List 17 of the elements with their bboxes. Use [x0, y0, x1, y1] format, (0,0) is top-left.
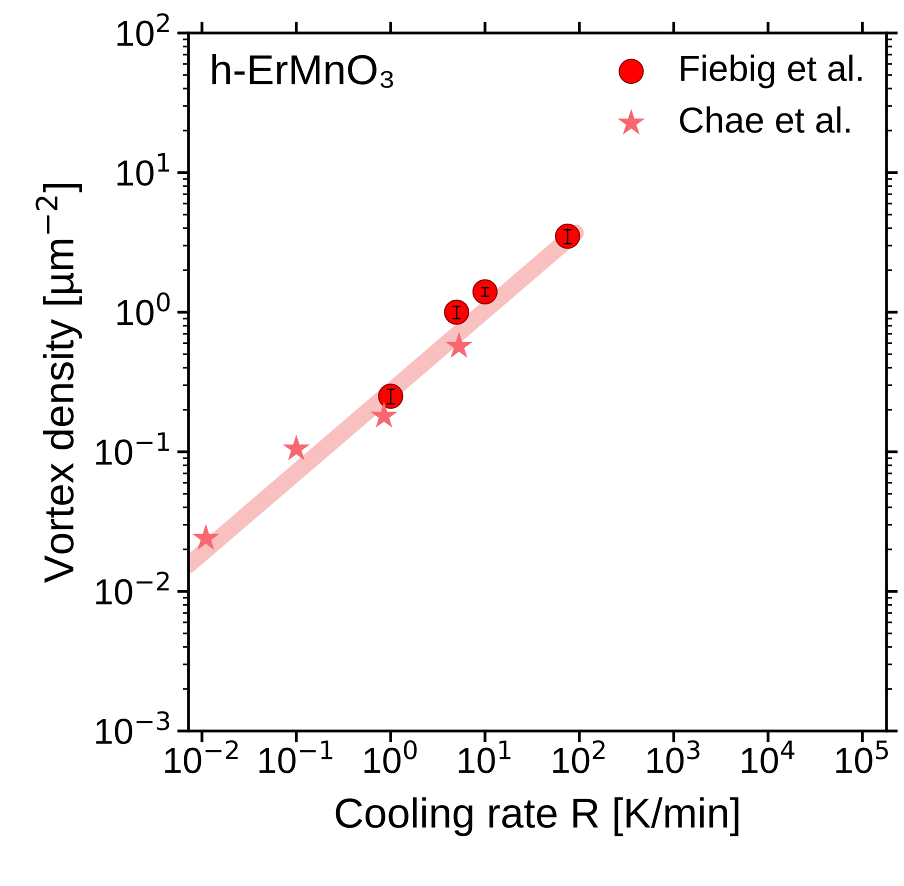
x-tick-label: 10$^{−1}$ — [260, 740, 332, 774]
x-tick-label: 10$^{5}$ — [836, 740, 888, 774]
y-axis-title: Vortex density [µm$^{−2}$] — [36, 184, 82, 583]
y-tick-label: 10$^{−1}$ — [96, 432, 169, 465]
x-tick-label: 10$^{3}$ — [648, 740, 700, 774]
x-axis-title: Cooling rate R [K/min] — [336, 797, 738, 836]
y-tick-label: 10$^{0}$ — [118, 292, 170, 326]
y-tick-label: 10$^{−2}$ — [96, 572, 169, 605]
x-tick-label: 10$^{4}$ — [742, 740, 794, 774]
annotation: h-ErMnO₃ — [212, 54, 394, 88]
x-tick-label: 10$^{0}$ — [364, 740, 417, 774]
y-tick-label: 10$^{2}$ — [118, 13, 169, 46]
legend-label: Fiebig et al. — [681, 54, 862, 88]
x-tick-label: 10$^{1}$ — [458, 740, 510, 774]
y-tick-label: 10$^{1}$ — [118, 153, 170, 186]
legend-label: Chae et al. — [680, 106, 850, 133]
x-tick-label: 10$^{2}$ — [553, 740, 605, 774]
